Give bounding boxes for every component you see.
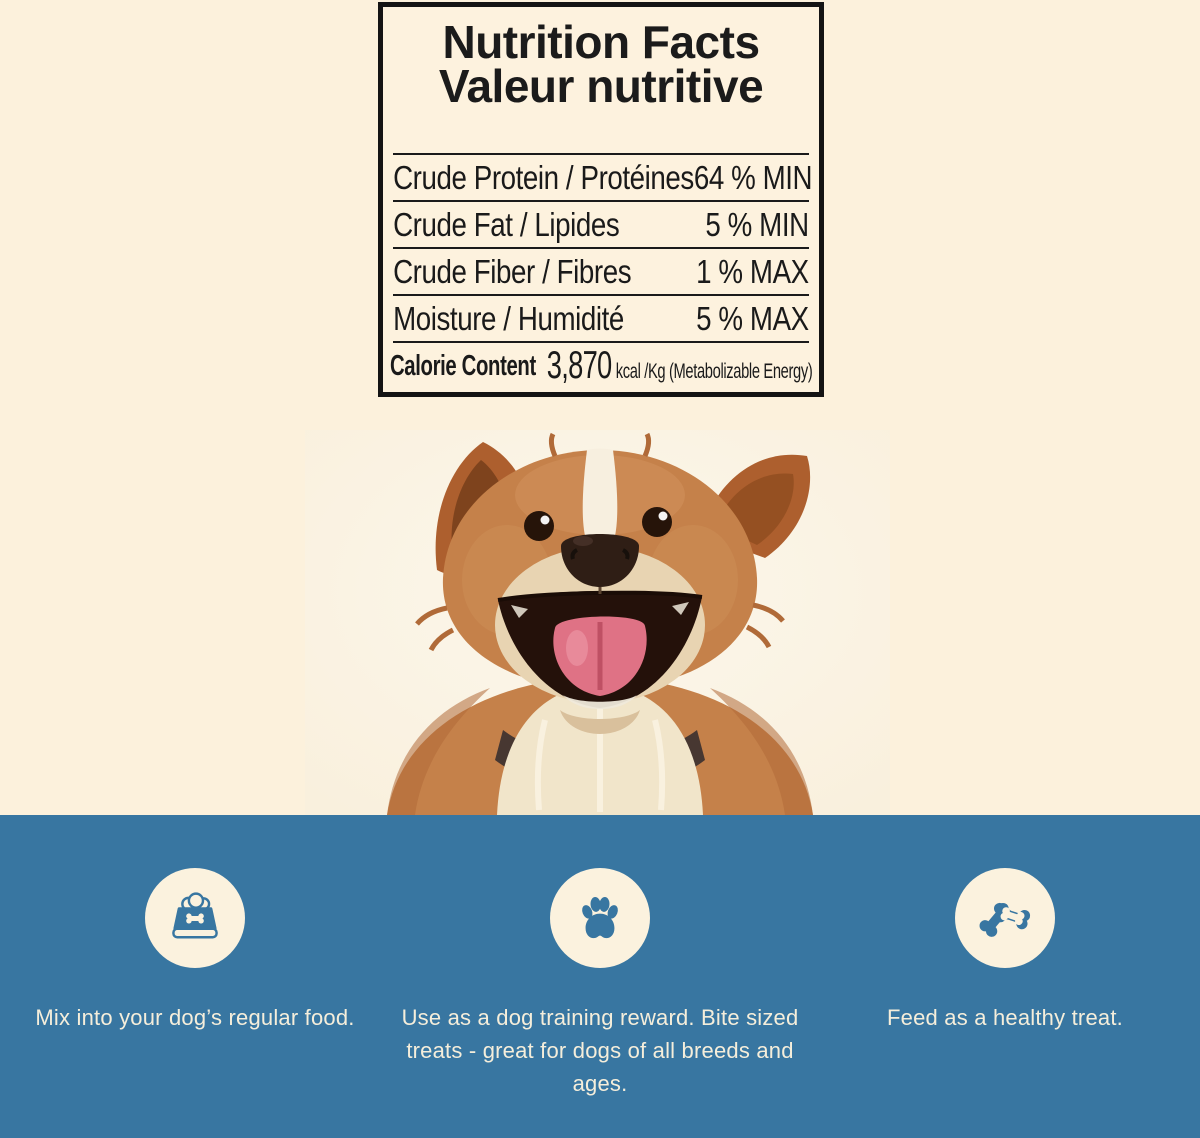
nutrient-label: Crude Fiber / Fibres	[393, 252, 632, 290]
benefit-training-reward: Use as a dog training reward. Bite sized…	[400, 868, 800, 1100]
benefit-healthy-treat: Feed as a healthy treat.	[845, 868, 1165, 1100]
nutrition-facts-panel: Nutrition Facts Valeur nutritive Crude P…	[378, 2, 824, 397]
benefit-mix-into-food: Mix into your dog’s regular food.	[20, 868, 370, 1100]
benefits-band: Mix into your dog’s regular food. Us	[0, 815, 1200, 1138]
nutrient-value: 64 % MIN	[693, 158, 813, 196]
nutrient-value: 5 % MIN	[705, 205, 809, 243]
nutrition-facts-title-fr: Valeur nutritive	[438, 60, 764, 112]
label-divider	[393, 200, 809, 202]
nutrient-row-protein: Crude Protein / Protéines 64 % MIN	[383, 155, 819, 200]
paw-icon-circle	[550, 868, 650, 968]
nutrient-label: Crude Fat / Lipides	[393, 205, 620, 243]
calorie-units: kcal /Kg (Metabolizable Energy)	[615, 360, 813, 383]
nutrient-value: 5 % MAX	[696, 299, 809, 337]
nutrition-facts-title-en: Nutrition Facts	[442, 16, 760, 68]
benefits-grid: Mix into your dog’s regular food. Us	[0, 815, 1200, 1100]
dog-bowl-icon	[172, 892, 218, 939]
calorie-number: 3,870	[546, 344, 613, 387]
nutrient-row-fiber: Crude Fiber / Fibres 1 % MAX	[383, 249, 819, 294]
happy-dog-photo	[305, 430, 890, 815]
benefit-text: Mix into your dog’s regular food.	[35, 1005, 355, 1030]
dog-bowl-icon-circle	[145, 868, 245, 968]
nutrient-row-moisture: Moisture / Humidité 5 % MAX	[383, 296, 819, 341]
nutrient-value: 1 % MAX	[696, 252, 809, 290]
nutrient-label: Moisture / Humidité	[393, 299, 624, 337]
paw-icon	[582, 897, 618, 939]
dog-illustration	[305, 430, 890, 815]
bones-icon-circle	[955, 868, 1055, 968]
calorie-content-value: 3,870 kcal /Kg (Metabolizable Energy)	[547, 344, 813, 388]
nutrition-facts-title: Nutrition Facts Valeur nutritive	[383, 16, 819, 112]
label-divider	[393, 247, 809, 249]
nutrient-label: Crude Protein / Protéines	[393, 158, 694, 196]
calorie-content-row: Calorie Content 3,870 kcal /Kg (Metaboli…	[383, 343, 819, 389]
label-divider	[393, 341, 809, 343]
label-divider	[393, 294, 809, 296]
label-spacer	[383, 108, 819, 153]
calorie-content-label: Calorie Content	[390, 349, 536, 382]
label-divider	[393, 153, 809, 155]
nutrient-row-fat: Crude Fat / Lipides 5 % MIN	[383, 202, 819, 247]
benefit-text: Feed as a healthy treat.	[887, 1005, 1123, 1030]
bones-icon	[979, 902, 1031, 937]
benefit-text: Use as a dog training reward. Bite sized…	[401, 1005, 799, 1096]
